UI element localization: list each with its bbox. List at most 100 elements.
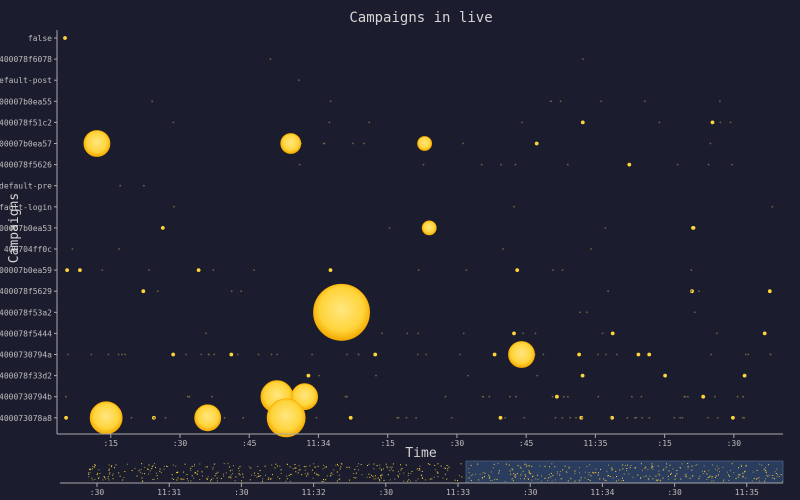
y-axis: false 400078f6078 efault-post 400007b0ea55 4… xyxy=(0,30,58,434)
brush-selection[interactable] xyxy=(465,460,784,484)
overview-dot xyxy=(670,474,671,475)
event-dot xyxy=(107,353,110,356)
overview-dot xyxy=(742,472,744,474)
overview-dot xyxy=(419,469,421,471)
event-bubble[interactable] xyxy=(266,398,306,438)
overview-dot xyxy=(778,475,780,477)
event-bubble[interactable] xyxy=(89,401,123,435)
overview-dot xyxy=(416,468,418,470)
overview-dot xyxy=(154,463,156,465)
event-dot xyxy=(502,248,504,250)
event-dot xyxy=(552,269,554,271)
overview-dot xyxy=(756,477,758,479)
overview-dot xyxy=(197,473,199,475)
overview-dot xyxy=(622,477,623,479)
overview-dot xyxy=(656,480,658,481)
event-dot xyxy=(397,416,400,419)
overview-dot xyxy=(698,478,699,480)
overview-dot xyxy=(687,463,689,464)
overview-dot xyxy=(511,478,513,480)
overview-dot xyxy=(717,474,719,476)
event-bubble[interactable] xyxy=(194,404,222,432)
overview-dot xyxy=(680,478,682,480)
event-dot xyxy=(569,416,572,419)
overview-dot xyxy=(645,466,647,468)
overview-dot xyxy=(756,469,758,471)
overview-dot xyxy=(442,477,444,479)
overview-dot xyxy=(468,468,470,470)
overview-dot xyxy=(541,480,543,482)
overview-dot xyxy=(115,464,117,466)
event-dot xyxy=(701,394,706,399)
overview-dot xyxy=(264,465,266,467)
event-dot xyxy=(590,248,593,250)
event-dot xyxy=(716,416,719,419)
overview-dot xyxy=(140,468,142,470)
overview-dot xyxy=(481,477,483,479)
event-dot xyxy=(124,353,127,356)
overview-dot xyxy=(410,480,411,482)
overview-dot xyxy=(593,472,595,474)
overview-dot xyxy=(520,467,522,469)
overview-dot xyxy=(651,463,653,465)
overview-dot xyxy=(569,477,571,479)
overview-dot xyxy=(752,471,754,473)
overview-dot xyxy=(163,468,165,470)
event-bubble[interactable] xyxy=(280,133,302,154)
overview-dot xyxy=(776,476,778,478)
event-dot xyxy=(78,268,82,272)
overview-dot xyxy=(662,469,664,471)
overview-dot xyxy=(706,479,708,480)
event-dot xyxy=(647,352,652,357)
overview-dot xyxy=(175,465,177,467)
overview-dot xyxy=(98,469,100,471)
x-tick-label: :45 xyxy=(519,439,534,448)
overview-dot xyxy=(314,466,316,468)
overview-dot xyxy=(691,465,693,467)
overview-dot xyxy=(335,464,337,466)
event-dot xyxy=(559,100,562,103)
y-tick-label: 4000730794b xyxy=(0,393,52,402)
overview-dot xyxy=(624,465,626,466)
overview-dot xyxy=(514,476,516,478)
overview-dot xyxy=(579,472,581,474)
overview-dot xyxy=(242,473,244,475)
overview-dot xyxy=(547,480,549,482)
overview-dot xyxy=(692,475,694,477)
overview-dot xyxy=(141,477,143,479)
overview-dot xyxy=(580,479,582,481)
event-bubble[interactable] xyxy=(83,130,111,157)
overview-dot xyxy=(566,472,568,473)
event-bubble[interactable] xyxy=(417,136,433,151)
overview-dot xyxy=(461,476,463,478)
event-dot xyxy=(422,163,425,166)
overview-dot xyxy=(339,478,341,480)
overview-dot xyxy=(767,464,769,466)
overview-dot xyxy=(715,475,717,477)
overview-dot xyxy=(98,476,100,478)
overview-dot xyxy=(660,479,662,481)
event-bubble[interactable] xyxy=(421,220,437,236)
overview-dot xyxy=(389,469,391,471)
event-bubble[interactable] xyxy=(313,283,370,341)
overview-dot xyxy=(519,466,521,468)
overview-dot xyxy=(171,477,173,479)
overview-dot xyxy=(88,476,90,478)
overview-dot xyxy=(472,474,474,476)
overview-dot xyxy=(741,465,742,467)
overview-dot xyxy=(410,473,412,475)
overview-dot xyxy=(470,479,472,481)
overview-dot xyxy=(433,476,435,478)
overview-dot xyxy=(761,464,763,466)
overview-dot xyxy=(530,473,532,474)
overview-timeline[interactable]: :30 11:31:30 11:32:30 11:33:30 11:34:30 11:35 xyxy=(60,460,784,497)
overview-dot xyxy=(239,474,241,476)
event-dot xyxy=(676,163,679,166)
overview-dot xyxy=(96,474,98,476)
event-bubble[interactable] xyxy=(508,341,535,368)
overview-dot xyxy=(611,467,613,469)
overview-dot xyxy=(191,465,193,467)
overview-dot xyxy=(648,478,650,480)
overview-dot xyxy=(681,463,683,465)
overview-dot xyxy=(759,463,761,465)
